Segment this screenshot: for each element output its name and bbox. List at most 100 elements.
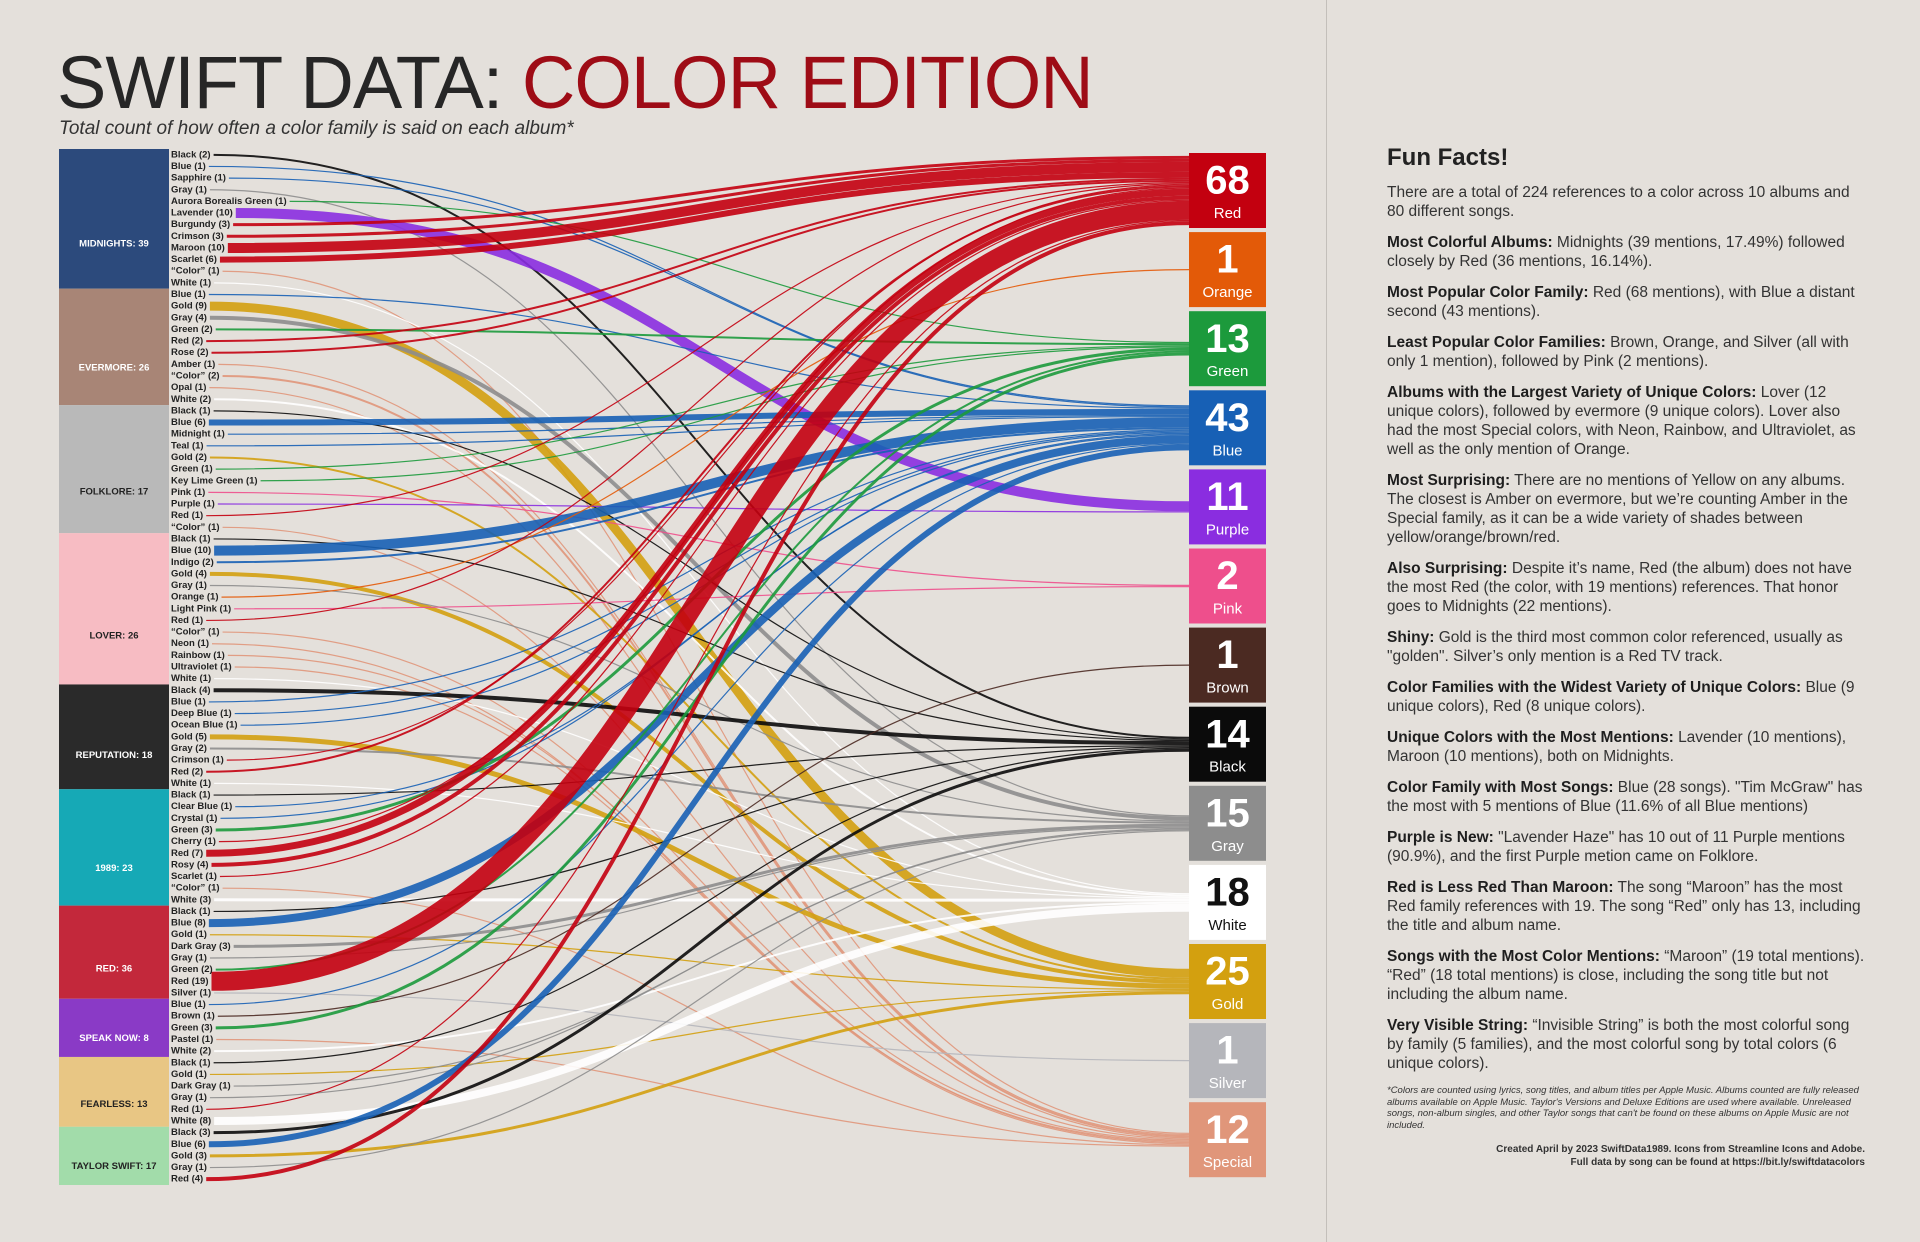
color-label: White (1) xyxy=(171,673,211,684)
color-label: Red (2) xyxy=(171,766,203,777)
fact-title: Also Surprising: xyxy=(1387,560,1508,577)
family-block xyxy=(1189,390,1266,466)
flow-link xyxy=(217,503,1190,513)
color-label: Gray (1) xyxy=(171,1162,207,1173)
color-label: Rosy (4) xyxy=(171,859,208,870)
fact-text: There are no mentions of Yellow on any a… xyxy=(1387,472,1848,546)
color-label: Light Pink (1) xyxy=(171,603,231,614)
color-label: Red (1) xyxy=(171,615,203,626)
fact-text: Gold is the third most common color refe… xyxy=(1387,629,1843,665)
family-block xyxy=(1189,785,1266,861)
fact-text: Lover (12 unique colors), followed by ev… xyxy=(1387,384,1856,458)
color-label: Midnight (1) xyxy=(171,429,225,440)
album-block xyxy=(59,905,169,999)
color-label: Sapphire (1) xyxy=(171,173,226,184)
fact: Also Surprising: Despite it’s name, Red … xyxy=(1387,559,1865,616)
album-label: LOVER: 26 xyxy=(89,631,138,642)
family-value: 2 xyxy=(1216,554,1238,598)
footnote: *Colors are counted using lyrics, song t… xyxy=(1387,1085,1859,1131)
color-label: Gray (1) xyxy=(171,580,207,591)
family-value: 18 xyxy=(1205,870,1250,914)
fact: Red is Less Red Than Maroon: The song “M… xyxy=(1387,878,1865,935)
color-label: Lavender (10) xyxy=(171,208,233,219)
color-label: Pink (1) xyxy=(171,487,205,498)
flow-link xyxy=(213,538,1190,742)
color-label: Clear Blue (1) xyxy=(171,801,232,812)
family-value: 68 xyxy=(1205,159,1250,203)
family-block xyxy=(1189,1023,1266,1099)
links xyxy=(206,153,1190,1182)
color-label: Black (1) xyxy=(171,533,211,544)
title-part: SWIFT DATA: xyxy=(57,41,503,124)
flow-link xyxy=(206,219,1190,1110)
color-label: Black (4) xyxy=(171,685,211,696)
album-block xyxy=(59,789,169,906)
color-label: Gold (1) xyxy=(171,929,207,940)
color-label: Red (1) xyxy=(171,510,203,521)
fact: Most Surprising: There are no mentions o… xyxy=(1387,471,1865,547)
color-label: Black (3) xyxy=(171,1127,211,1138)
color-label: Gray (1) xyxy=(171,953,207,964)
color-label: Aurora Borealis Green (1) xyxy=(171,196,287,207)
facts-heading: Fun Facts! xyxy=(1387,144,1509,171)
flow-link xyxy=(208,429,1190,703)
color-label: Deep Blue (1) xyxy=(171,708,232,719)
flow-link xyxy=(209,734,1190,989)
color-label: “Color” (1) xyxy=(171,883,220,894)
color-label: Orange (1) xyxy=(171,592,219,603)
family-name: Gray xyxy=(1211,838,1244,855)
credit-line: Created April by 2023 SwiftData1989. Ico… xyxy=(1496,1144,1865,1155)
family-block xyxy=(1189,232,1266,308)
fact-title: Very Visible String: xyxy=(1387,1017,1528,1034)
flow-link xyxy=(206,221,1190,1182)
flow-link xyxy=(206,181,1190,517)
color-label: Green (3) xyxy=(171,824,213,835)
album-label: TAYLOR SWIFT: 17 xyxy=(72,1161,157,1172)
fact: Unique Colors with the Most Mentions: La… xyxy=(1387,728,1865,766)
fact-text: "Lavender Haze" has 10 out of 11 Purple … xyxy=(1387,829,1845,865)
flow-link xyxy=(209,584,1190,822)
color-label: Black (1) xyxy=(171,1057,211,1068)
color-label: “Color” (1) xyxy=(171,266,220,277)
color-label: White (3) xyxy=(171,894,211,905)
fact: Shiny: Gold is the third most common col… xyxy=(1387,628,1865,666)
fact-title: Most Colorful Albums: xyxy=(1387,234,1553,251)
subtitle: Total count of how often a color family … xyxy=(59,118,574,139)
color-label: Crystal (1) xyxy=(171,813,217,824)
flow-link xyxy=(216,427,1190,564)
flow-link xyxy=(214,903,1190,1125)
fact-title: Color Family with Most Songs: xyxy=(1387,779,1614,796)
color-label: Blue (1) xyxy=(171,289,206,300)
album-block xyxy=(59,533,169,685)
flow-link xyxy=(214,782,1190,899)
family-block xyxy=(1189,469,1266,545)
color-label: Gold (5) xyxy=(171,731,207,742)
flow-link xyxy=(222,270,1190,1134)
flow-link xyxy=(211,200,1190,991)
album-block xyxy=(59,998,169,1057)
color-label: Green (2) xyxy=(171,324,213,335)
family-name: Brown xyxy=(1206,680,1249,697)
flow-link xyxy=(222,526,1190,1140)
color-label: Gray (2) xyxy=(171,743,207,754)
color-label: Gold (2) xyxy=(171,452,207,463)
flow-link xyxy=(217,664,1190,1017)
color-label: Burgundy (3) xyxy=(171,219,230,230)
color-label: Purple (1) xyxy=(171,499,215,510)
flow-link xyxy=(209,830,1190,1169)
flow-link xyxy=(215,345,1190,470)
family-value: 25 xyxy=(1205,950,1250,994)
flow-link xyxy=(208,491,1190,586)
fact-list: Most Colorful Albums: Midnights (39 ment… xyxy=(1387,233,1865,1073)
color-label: Blue (1) xyxy=(171,161,206,172)
flow-link xyxy=(208,408,1190,426)
color-label: Ocean Blue (1) xyxy=(171,720,238,731)
flow-link xyxy=(221,269,1190,598)
flow-link xyxy=(234,586,1190,610)
flow-link xyxy=(208,165,1190,407)
family-name: Orange xyxy=(1202,284,1252,301)
family-value: 12 xyxy=(1205,1108,1250,1152)
fact-text: “Invisible String” is both the most colo… xyxy=(1387,1017,1850,1072)
flow-link xyxy=(220,434,1190,819)
flow-link xyxy=(209,991,1190,1158)
